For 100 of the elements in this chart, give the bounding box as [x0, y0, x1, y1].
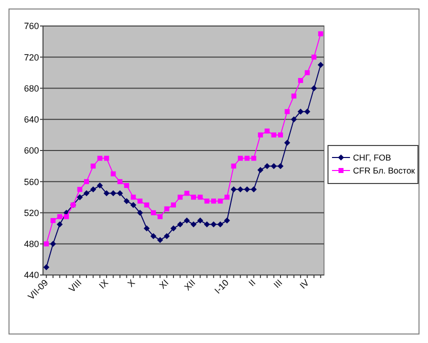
- point: [130, 194, 136, 200]
- point: [184, 190, 190, 196]
- point: [191, 194, 196, 200]
- y-tick-label: 720: [24, 52, 39, 62]
- y-tick-label: 640: [24, 114, 39, 125]
- point: [76, 194, 83, 200]
- y-tick-label: 760: [24, 21, 39, 32]
- point: [178, 194, 183, 200]
- point: [130, 202, 136, 208]
- point: [211, 198, 216, 204]
- x-tick-label: IX: [97, 278, 110, 291]
- point: [224, 218, 230, 224]
- point: [224, 194, 230, 200]
- point: [150, 233, 156, 240]
- y-tick-label: 440: [24, 270, 39, 280]
- x-tick-label: II: [246, 278, 258, 288]
- legend-label: СНГ, FOB: [353, 152, 392, 162]
- x-tick-label: X: [126, 278, 137, 289]
- point: [138, 198, 143, 204]
- point: [164, 206, 170, 212]
- x-tick-label: I-10: [212, 278, 231, 296]
- point: [218, 198, 223, 204]
- point: [298, 78, 304, 83]
- point: [250, 186, 257, 192]
- point: [230, 186, 237, 192]
- point: [290, 116, 297, 122]
- x-tick-label: III: [272, 278, 284, 290]
- point: [264, 163, 270, 170]
- x-tick-label: XI: [157, 278, 170, 291]
- point: [170, 225, 176, 232]
- point: [298, 108, 304, 115]
- point: [56, 221, 63, 228]
- x-tick-label: IV: [298, 278, 311, 291]
- point: [64, 214, 69, 220]
- point: [217, 221, 224, 228]
- point: [318, 62, 324, 68]
- point: [90, 186, 96, 192]
- point: [157, 236, 164, 243]
- point: [144, 202, 150, 208]
- point: [110, 190, 116, 196]
- point: [137, 210, 144, 216]
- point: [284, 109, 290, 114]
- point: [84, 179, 89, 184]
- point: [104, 156, 110, 161]
- point: [311, 54, 316, 60]
- point: [158, 214, 163, 220]
- point: [184, 218, 190, 224]
- point: [251, 156, 256, 161]
- point: [104, 190, 110, 196]
- point: [264, 128, 270, 134]
- point: [43, 264, 50, 270]
- point: [304, 108, 310, 115]
- point: [238, 156, 243, 161]
- point: [318, 31, 324, 36]
- point: [204, 221, 210, 228]
- point: [57, 214, 62, 220]
- point: [278, 163, 284, 170]
- point: [124, 198, 130, 204]
- point: [144, 225, 150, 232]
- point: [77, 186, 82, 192]
- point: [50, 218, 56, 224]
- point: [177, 221, 184, 228]
- point: [150, 210, 156, 216]
- point: [210, 221, 217, 228]
- point: [237, 186, 244, 192]
- point: [117, 179, 122, 184]
- y-tick-label: 560: [24, 176, 39, 187]
- point: [90, 164, 96, 169]
- x-tick-label: XII: [182, 278, 198, 292]
- point: [244, 186, 250, 192]
- point: [190, 221, 197, 228]
- point: [231, 164, 236, 169]
- point: [291, 94, 296, 99]
- point: [244, 156, 250, 161]
- point: [204, 198, 210, 204]
- point: [304, 70, 310, 76]
- y-tick-label: 520: [24, 208, 39, 218]
- legend-label: CFR Бл. Восток: [353, 165, 416, 176]
- point: [96, 182, 103, 189]
- point: [110, 171, 116, 176]
- point: [278, 132, 284, 138]
- point: [170, 202, 176, 208]
- point: [310, 85, 317, 92]
- x-tick-label: VIII: [66, 278, 84, 294]
- point: [83, 190, 90, 196]
- point: [197, 218, 204, 224]
- point: [284, 140, 290, 146]
- point: [258, 132, 263, 138]
- point: [271, 132, 276, 138]
- y-tick-label: 480: [24, 239, 39, 250]
- point: [270, 163, 277, 170]
- point: [164, 233, 170, 240]
- point: [257, 166, 264, 173]
- point: [198, 194, 203, 200]
- y-tick-label: 600: [24, 146, 39, 156]
- point: [44, 241, 49, 246]
- point: [50, 240, 56, 247]
- point: [97, 156, 102, 161]
- point: [124, 183, 130, 188]
- y-tick-label: 680: [24, 83, 39, 94]
